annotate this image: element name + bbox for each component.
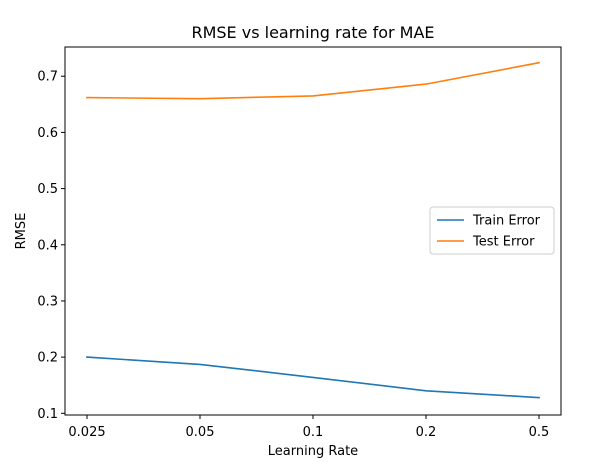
legend-label: Train Error xyxy=(472,214,541,229)
data-point xyxy=(312,376,314,378)
plot-frame xyxy=(64,46,562,416)
legend: Train Error Test Error xyxy=(429,206,555,255)
data-point xyxy=(425,390,427,392)
y-axis-ticks: 0.1 0.2 0.3 0.4 0.5 0.6 0.7 xyxy=(37,70,65,422)
y-tick-label: 0.7 xyxy=(37,70,58,85)
y-tick-label: 0.2 xyxy=(37,351,58,366)
series-lines xyxy=(86,61,540,399)
x-axis-label: Learning Rate xyxy=(268,444,358,459)
data-point xyxy=(86,96,88,99)
chart-title: RMSE vs learning rate for MAE xyxy=(191,23,434,42)
x-tick-label: 0.1 xyxy=(303,425,324,440)
data-point xyxy=(199,363,201,366)
data-point xyxy=(312,95,314,97)
y-tick-label: 0.3 xyxy=(37,294,58,309)
data-point xyxy=(538,396,540,399)
x-tick-label: 0.025 xyxy=(68,425,105,440)
data-point xyxy=(199,98,201,100)
x-tick-label: 0.2 xyxy=(416,425,437,440)
data-point xyxy=(425,83,427,85)
data-point xyxy=(86,356,88,358)
y-tick-label: 0.6 xyxy=(37,126,58,141)
x-tick-label: 0.05 xyxy=(186,425,215,440)
legend-box xyxy=(429,206,555,255)
y-tick-label: 0.5 xyxy=(37,182,58,197)
y-tick-label: 0.1 xyxy=(37,407,58,422)
x-axis-ticks: 0.025 0.05 0.1 0.2 0.5 xyxy=(68,415,549,440)
legend-label: Test Error xyxy=(472,235,535,250)
data-point xyxy=(538,62,540,64)
x-tick-label: 0.5 xyxy=(529,425,550,440)
y-tick-label: 0.4 xyxy=(37,238,58,253)
y-axis-label: RMSE xyxy=(14,213,29,250)
